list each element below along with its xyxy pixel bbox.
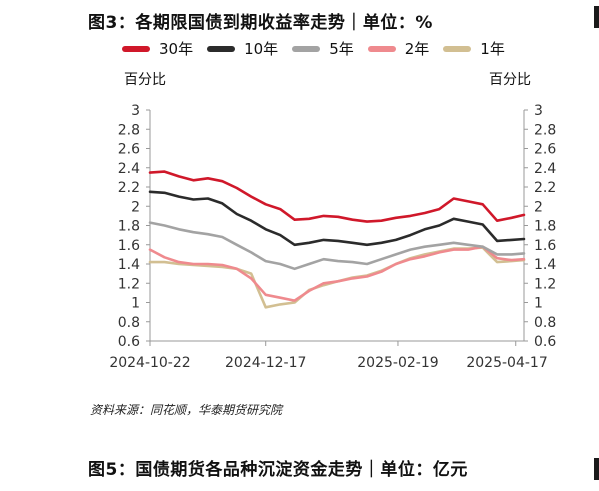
y-tick-label-left: 1.8 — [118, 219, 140, 235]
legend-swatch-1y — [443, 45, 472, 52]
series-line-10年 — [148, 190, 526, 247]
y-tick-label-right: 3 — [534, 103, 543, 119]
series-line-1年 — [148, 246, 526, 309]
y-tick-label-left: 2.8 — [118, 122, 140, 138]
y-tick-label-right: 2.8 — [534, 122, 556, 138]
y-tick-label-left: 1.4 — [118, 257, 140, 273]
y-tick-label-left: 1.6 — [118, 238, 140, 254]
y-tick-label-right: 2.6 — [534, 142, 556, 158]
y-tick-label-left: 2.2 — [118, 180, 140, 196]
legend-label-5y: 5年 — [329, 40, 354, 58]
legend-label-30y: 30年 — [159, 40, 194, 58]
x-tick-label: 2024-12-17 — [225, 355, 306, 371]
legend-item-1y: 1年 — [443, 38, 505, 59]
legend-item-30y: 30年 — [122, 38, 193, 59]
yield-line-chart: 3 3 2.8 2.8 2.6 2.6 2.4 2.4 2.2 2.2 2 2 1.8 1.8 1.6 1.6… — [109, 103, 556, 371]
y-tick-label-right: 1.2 — [534, 276, 556, 292]
x-tick-label: 2024-10-22 — [109, 355, 190, 371]
legend-item-10y: 10年 — [207, 38, 278, 59]
legend-label-2y: 2年 — [404, 40, 430, 58]
legend-item-2y: 2年 — [367, 38, 430, 59]
y-axis-unit-left: 百分比 — [124, 72, 166, 88]
legend-label-10y: 10年 — [244, 40, 279, 58]
edge-divider-bottom — [594, 458, 599, 480]
series-line-30年 — [148, 170, 526, 223]
y-tick-label-right: 0.6 — [534, 334, 556, 350]
y-tick-label-left: 2 — [131, 199, 140, 215]
source-note: 资料来源：同花顺，华泰期货研究院 — [90, 403, 283, 417]
y-tick-label-right: 1.8 — [534, 219, 556, 235]
y-tick-label-left: 2.6 — [118, 142, 140, 158]
y-tick-label-left: 2.4 — [118, 161, 140, 177]
y-tick-label-right: 2 — [534, 199, 543, 215]
chart-axes: 3 3 2.8 2.8 2.6 2.6 2.4 2.4 2.2 2.2 2 2 1.8 1.8 1.6 1.6… — [109, 103, 556, 371]
y-tick-label-right: 1.4 — [534, 257, 556, 273]
legend-swatch-10y — [207, 45, 236, 52]
y-tick-label-right: 2.2 — [534, 180, 556, 196]
y-tick-label-left: 3 — [131, 103, 140, 119]
y-tick-label-left: 1.2 — [118, 276, 140, 292]
y-tick-label-right: 1 — [534, 296, 543, 312]
y-tick-label-left: 1 — [131, 296, 140, 312]
y-axis-unit-right: 百分比 — [489, 72, 531, 88]
y-tick-label-left: 0.6 — [118, 334, 140, 350]
y-tick-label-right: 1.6 — [534, 238, 556, 254]
legend-swatch-2y — [367, 45, 396, 52]
legend-swatch-5y — [292, 45, 321, 52]
legend-swatch-30y — [122, 45, 150, 52]
legend-item-5y: 5年 — [292, 38, 354, 59]
next-chart-title: 图5：国债期货各品种沉淀资金走势｜单位：亿元 — [88, 460, 468, 480]
series-line-5年 — [148, 221, 526, 271]
legend-label-1y: 1年 — [480, 40, 505, 58]
chart-title: 图3：各期限国债到期收益率走势｜单位：% — [88, 13, 433, 33]
chart-legend: 30年 10年 5年 2年 1年 — [122, 38, 519, 59]
series-line-2年 — [148, 245, 526, 302]
x-tick-label: 2025-04-17 — [466, 355, 547, 371]
y-tick-label-left: 0.8 — [118, 315, 140, 331]
y-tick-label-right: 2.4 — [534, 161, 556, 177]
chart-series-lines — [148, 170, 526, 309]
x-tick-label: 2025-02-19 — [357, 355, 438, 371]
y-tick-label-right: 0.8 — [534, 315, 556, 331]
edge-divider-top — [594, 6, 599, 28]
